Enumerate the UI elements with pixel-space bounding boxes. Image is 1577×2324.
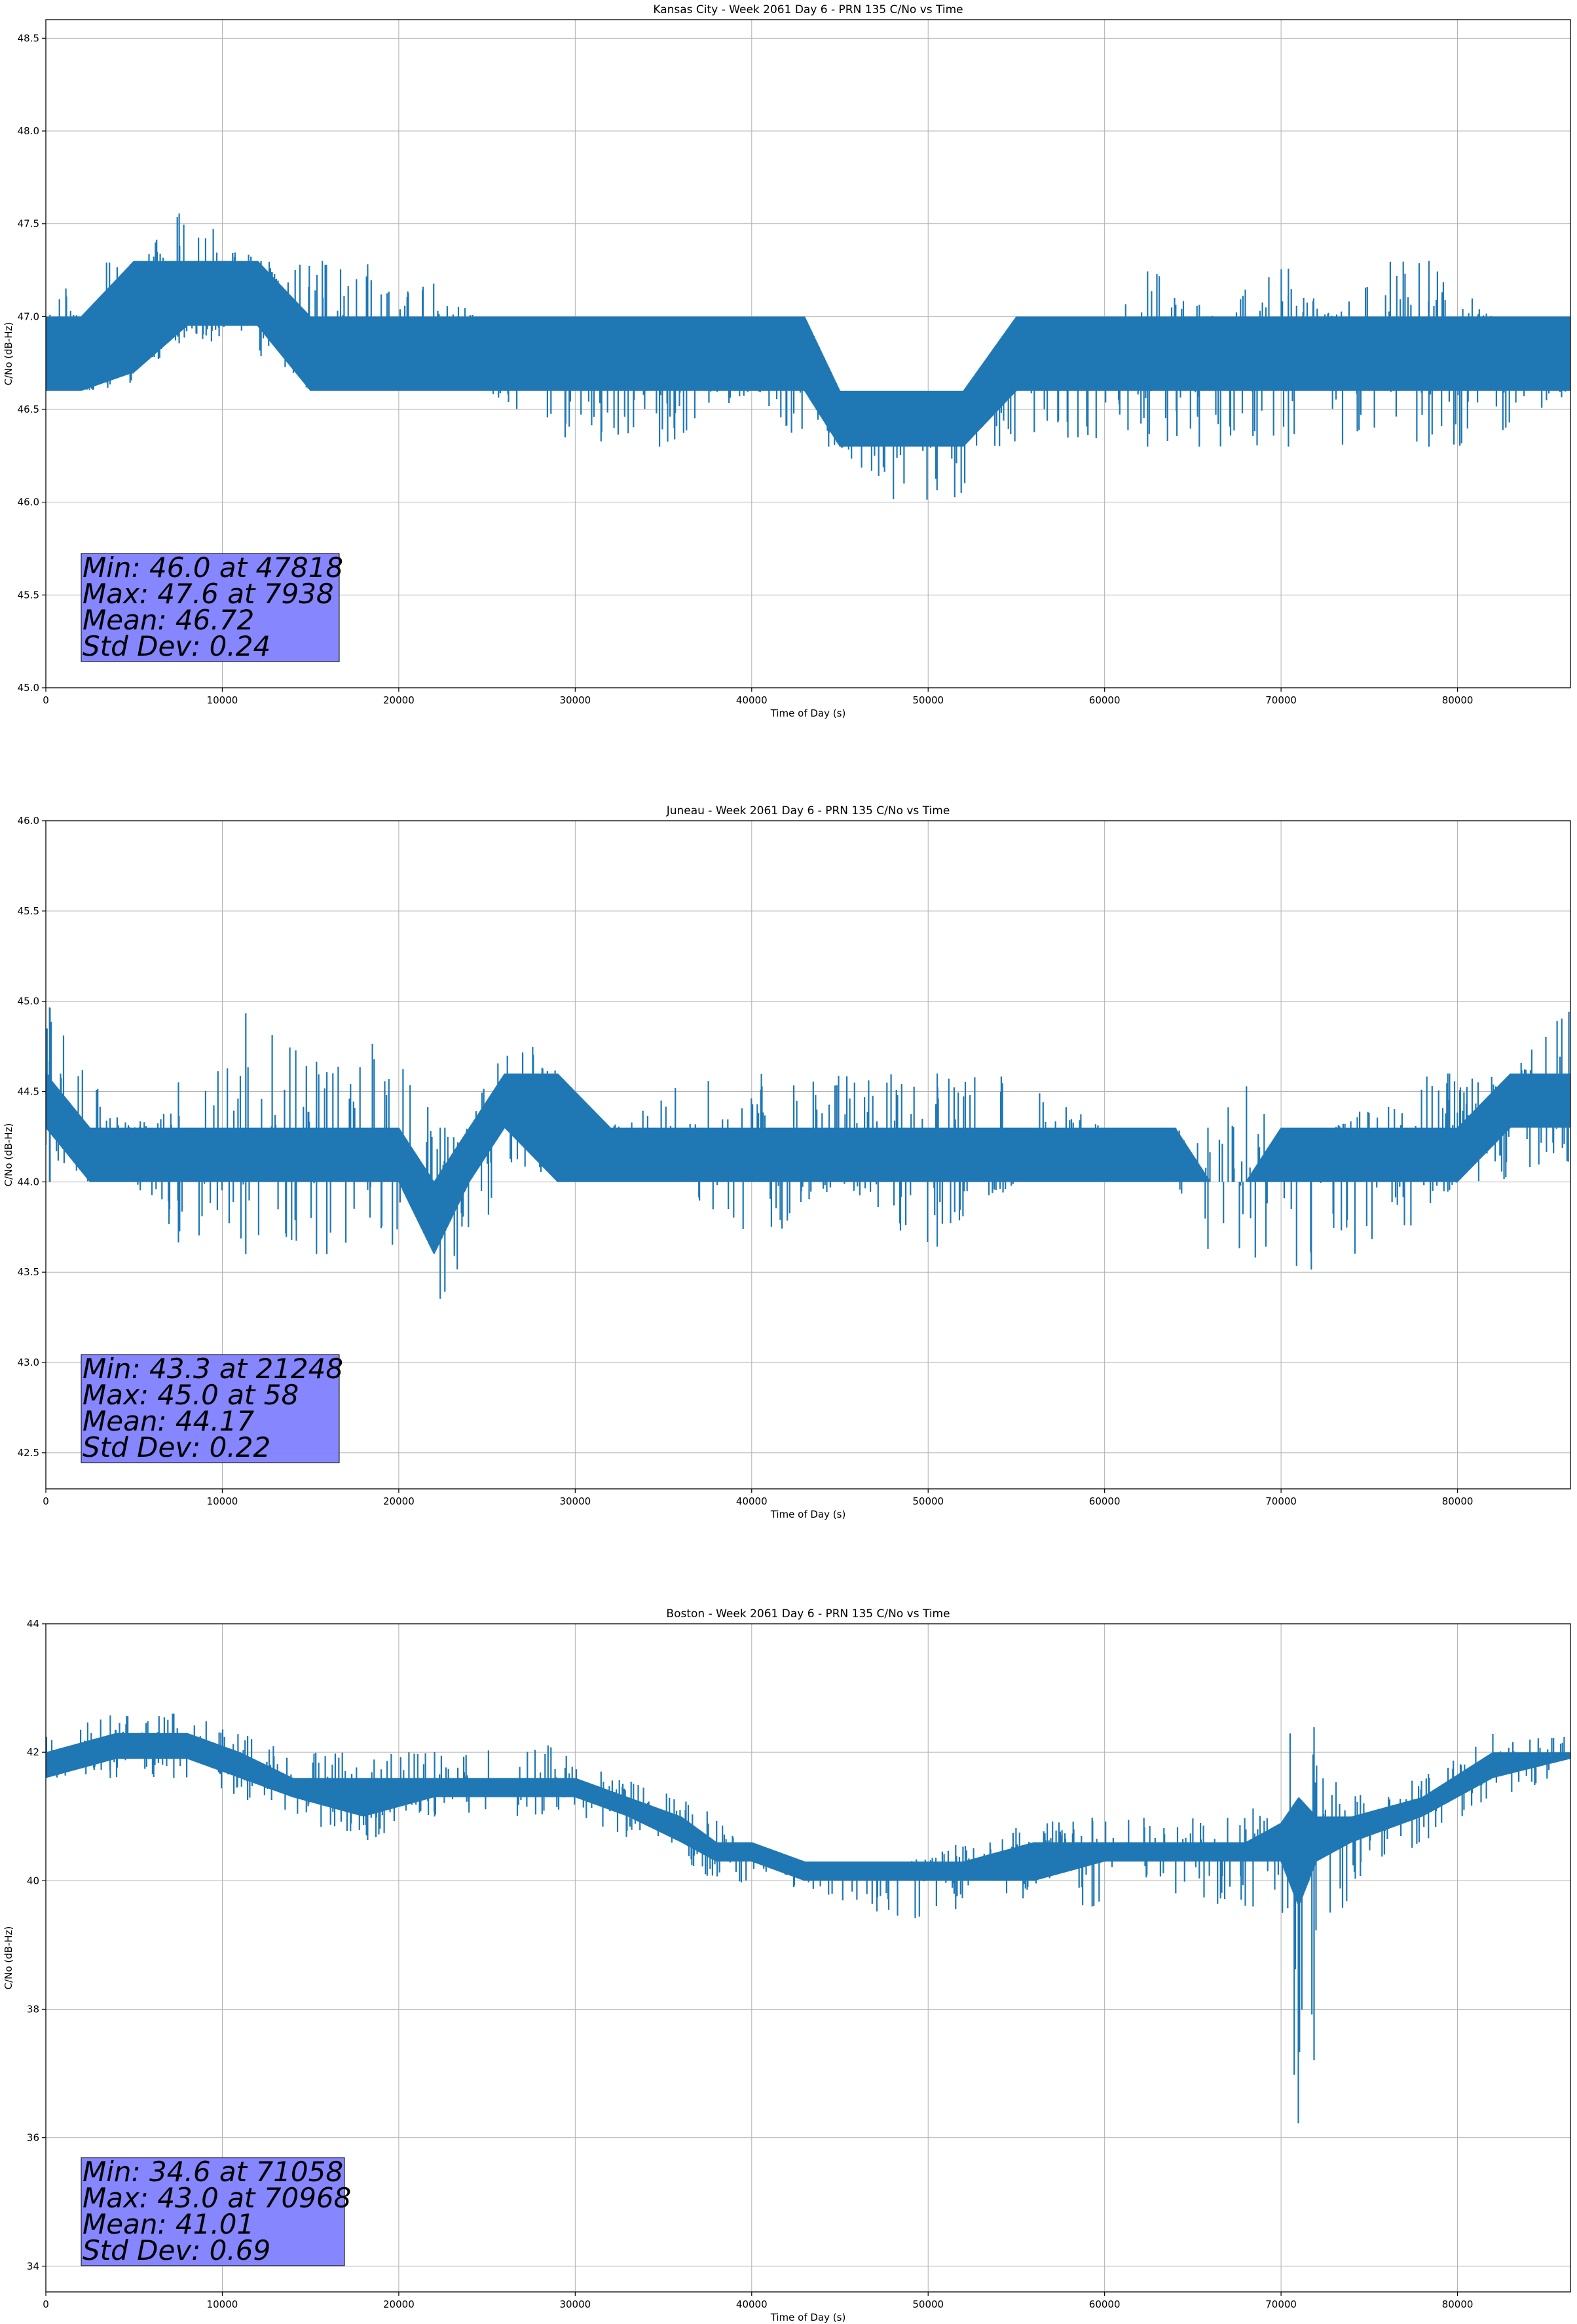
x-tick-label: 20000 (383, 694, 415, 706)
chart-3: 0 10000 20000 30000 40000 50000 60000 70000 8000… (3, 1607, 1571, 2323)
axes-frame (45, 820, 1571, 1490)
y-tick-label: 42 (27, 1746, 39, 1758)
series-path (46, 1714, 1570, 2124)
y-tick-label: 34 (27, 2260, 39, 2272)
x-tick-label: 50000 (912, 2298, 944, 2310)
y-tick-label: 48.5 (18, 32, 39, 44)
y-tick-label: 45.0 (18, 682, 39, 694)
x-axis-label: Time of Day (s) (770, 707, 846, 719)
x-tick-label: 60000 (1089, 1495, 1121, 1507)
x-tick-label: 40000 (736, 694, 768, 706)
x-axis-label: Time of Day (s) (770, 1509, 846, 1520)
axes-frame (45, 19, 1571, 688)
y-tick-label: 38 (27, 2003, 39, 2015)
x-tick-label: 70000 (1265, 694, 1297, 706)
x-tick-label: 40000 (736, 2298, 768, 2310)
x-tick-label: 50000 (912, 1495, 944, 1507)
x-tick-label: 0 (43, 694, 49, 706)
y-tick-label: 48.0 (18, 125, 39, 137)
y-tick-label: 45.5 (18, 905, 39, 917)
y-tick-label: 44.0 (18, 1176, 39, 1188)
x-tick-label: 80000 (1442, 2298, 1474, 2310)
stats-line: Max: 43.0 at 70968 (83, 2182, 351, 2214)
x-tick-label: 10000 (207, 694, 238, 706)
x-axis-label: Time of Day (s) (770, 2312, 846, 2323)
y-tick-label: 43.0 (18, 1357, 39, 1368)
stats-line: Mean: 44.17 (83, 1405, 254, 1437)
x-tick-label: 10000 (207, 1495, 238, 1507)
x-tick-label: 60000 (1089, 2298, 1121, 2310)
y-tick-label: 46.5 (18, 403, 39, 415)
stats-line: Min: 34.6 at 71058 (83, 2156, 343, 2188)
x-tick-label: 60000 (1089, 694, 1121, 706)
x-tick-label: 10000 (207, 2298, 238, 2310)
x-tick-label: 30000 (559, 2298, 591, 2310)
stats-line: Min: 46.0 at 47818 (83, 552, 343, 584)
x-tick-label: 30000 (559, 1495, 591, 1507)
stats-line: Std Dev: 0.24 (83, 630, 270, 662)
stats-box (81, 1354, 340, 1463)
stats-box (81, 2157, 345, 2266)
stats-line: Std Dev: 0.22 (83, 1431, 270, 1463)
y-tick-label: 44 (27, 1618, 39, 1630)
y-tick-label: 46.0 (18, 497, 39, 508)
chart-title: Juneau - Week 2061 Day 6 - PRN 135 C/No … (666, 804, 950, 817)
y-axis-label: C/No (dB-Hz) (3, 1926, 14, 1990)
x-tick-label: 0 (43, 2298, 49, 2310)
chart-2: 0 10000 20000 30000 40000 50000 60000 70000 8000… (3, 804, 1571, 1520)
series-line (46, 1007, 1570, 1299)
chart-1: 0 10000 20000 30000 40000 50000 60000 70000 8000… (3, 3, 1571, 719)
stats-line: Max: 45.0 at 58 (83, 1379, 299, 1411)
chart-title: Boston - Week 2061 Day 6 - PRN 135 C/No … (666, 1607, 950, 1621)
axes-frame (45, 1623, 1571, 2293)
chart-title: Kansas City - Week 2061 Day 6 - PRN 135 … (653, 3, 963, 16)
x-tick-label: 80000 (1442, 1495, 1474, 1507)
stats-line: Std Dev: 0.69 (83, 2234, 270, 2266)
stats-line: Max: 47.6 at 7938 (83, 578, 334, 610)
y-tick-label: 40 (27, 1875, 39, 1886)
y-tick-label: 44.5 (18, 1086, 39, 1098)
stats-box (81, 553, 340, 662)
y-axis-label: C/No (dB-Hz) (3, 1123, 14, 1187)
y-axis-label: C/No (dB-Hz) (3, 322, 14, 386)
y-tick-label: 46.0 (18, 815, 39, 827)
y-tick-label: 43.5 (18, 1266, 39, 1278)
x-tick-label: 70000 (1265, 2298, 1297, 2310)
stats-line: Min: 43.3 at 21248 (83, 1353, 343, 1385)
y-tick-label: 47.5 (18, 218, 39, 230)
x-tick-label: 80000 (1442, 694, 1474, 706)
stats-line: Mean: 46.72 (83, 604, 254, 636)
stats-line: Mean: 41.01 (83, 2208, 254, 2240)
y-tick-label: 45.5 (18, 589, 39, 601)
x-tick-label: 20000 (383, 1495, 415, 1507)
y-tick-label: 42.5 (18, 1447, 39, 1459)
series-path (46, 1007, 1570, 1299)
x-tick-label: 0 (43, 1495, 49, 1507)
y-tick-label: 36 (27, 2132, 39, 2144)
x-tick-label: 50000 (912, 694, 944, 706)
y-tick-label: 47.0 (18, 310, 39, 322)
series-line (46, 213, 1570, 500)
y-tick-label: 45.0 (18, 996, 39, 1007)
x-tick-label: 30000 (559, 694, 591, 706)
x-tick-label: 20000 (383, 2298, 415, 2310)
series-line (46, 1714, 1570, 2124)
series-path (46, 213, 1570, 500)
x-tick-label: 70000 (1265, 1495, 1297, 1507)
x-tick-label: 40000 (736, 1495, 768, 1507)
